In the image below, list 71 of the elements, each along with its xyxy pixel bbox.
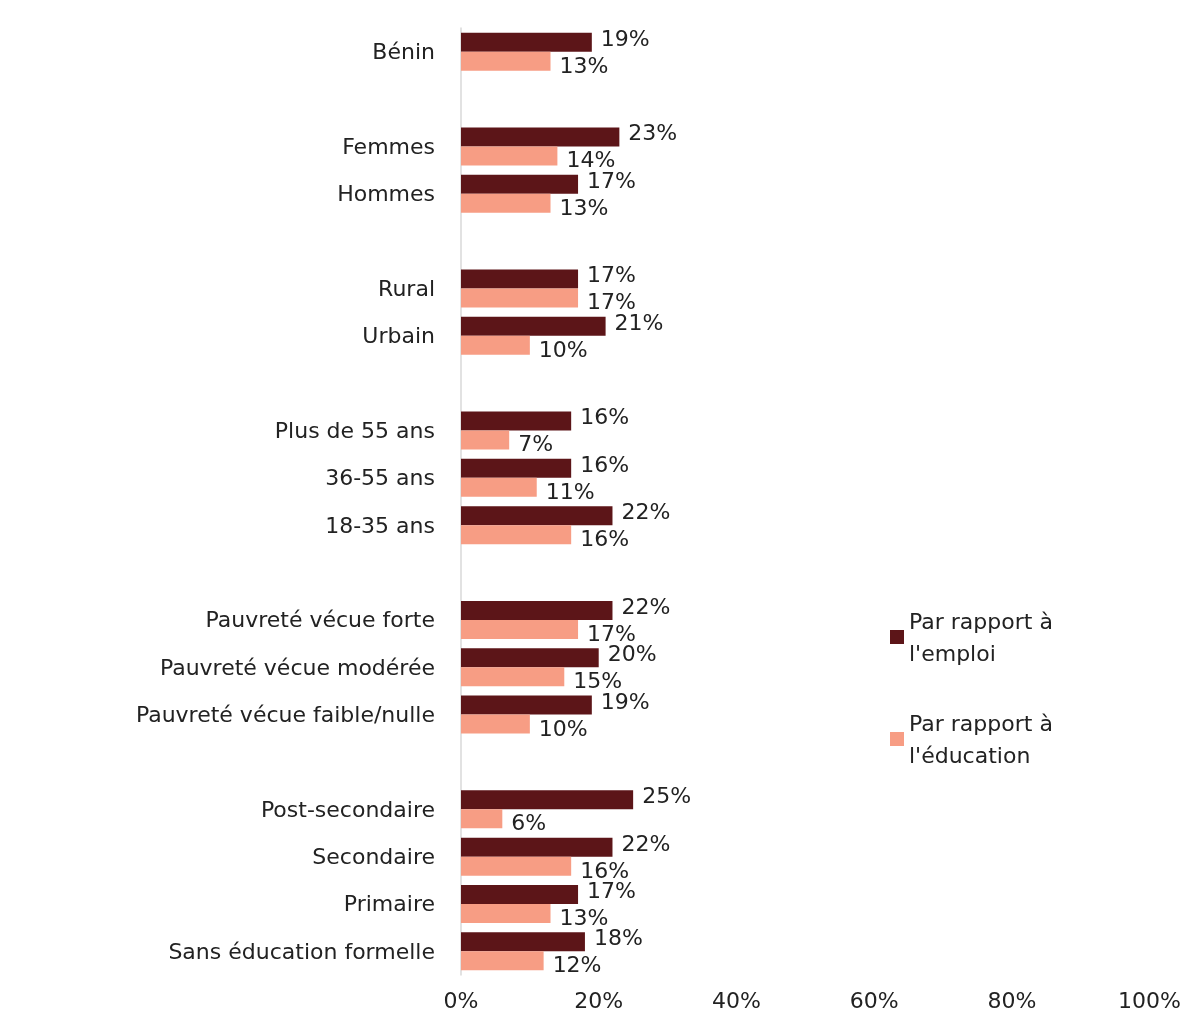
bar [461,506,613,526]
bar [461,288,579,308]
y-tick-label: Pauvreté vécue modérée [159,654,435,680]
y-tick-label: Pauvreté vécue forte [205,607,435,633]
data-label: 13% [559,194,609,220]
bar [461,667,565,687]
x-tick-label: 0% [443,987,479,1013]
data-label: 16% [580,451,630,477]
bar [461,316,606,336]
bar [461,335,530,355]
data-label: 6% [511,810,547,836]
data-label: 22% [621,593,671,619]
y-tick-label: Femmes [342,133,435,159]
y-tick-label: Bénin [372,39,435,65]
bar [461,903,551,923]
bar [461,837,613,857]
bar [461,884,579,904]
data-label: 10% [538,715,588,741]
bar [461,932,585,952]
bar [461,809,503,829]
y-tick-label: Hommes [337,181,435,207]
data-label: 16% [580,526,630,552]
data-label: 13% [559,52,609,78]
bar [461,269,579,289]
bar [461,714,530,734]
y-tick-label: Plus de 55 ans [274,417,435,443]
bar [461,411,572,431]
data-label: 10% [538,336,588,362]
bar [461,430,510,450]
bar [461,458,572,478]
bar [461,32,592,52]
bar [461,51,551,71]
bar [461,790,634,810]
data-label: 17% [587,262,636,288]
bar [461,174,579,194]
bar [461,951,544,971]
bar [461,600,613,620]
y-tick-label: Pauvreté vécue faible/nulle [135,702,435,728]
data-label: 22% [621,830,671,856]
bar [461,146,558,166]
x-tick-label: 20% [574,987,624,1013]
x-tick-label: 60% [849,987,899,1013]
bar [461,477,537,497]
data-label: 12% [552,952,602,978]
legend-label: Par rapport à l'emploi [909,608,1060,666]
data-label: 23% [628,120,678,146]
bar [461,695,592,715]
bar [461,856,572,876]
bar [461,525,572,545]
data-label: 11% [545,478,595,504]
data-label: 25% [642,783,692,809]
y-tick-label: Secondaire [312,844,435,870]
y-tick-label: Sans éducation formelle [168,938,435,964]
data-label: 22% [621,499,671,525]
x-tick-label: 40% [711,987,761,1013]
bar [461,193,551,213]
data-label: 7% [518,431,554,457]
y-tick-label: Urbain [362,323,435,349]
data-label: 19% [600,25,650,51]
bar [461,127,620,147]
legend-label: Par rapport à l'éducation [909,710,1060,768]
data-label: 16% [580,404,630,430]
y-tick-label: Rural [378,275,435,301]
bar [461,619,579,639]
y-tick-label: 36-55 ans [325,465,435,491]
x-tick-label: 100% [1118,987,1182,1013]
y-tick-label: Primaire [343,891,435,917]
y-tick-label: 18-35 ans [325,512,435,538]
bar [461,648,599,668]
y-tick-label: Post-secondaire [260,796,435,822]
x-tick-label: 80% [987,987,1037,1013]
